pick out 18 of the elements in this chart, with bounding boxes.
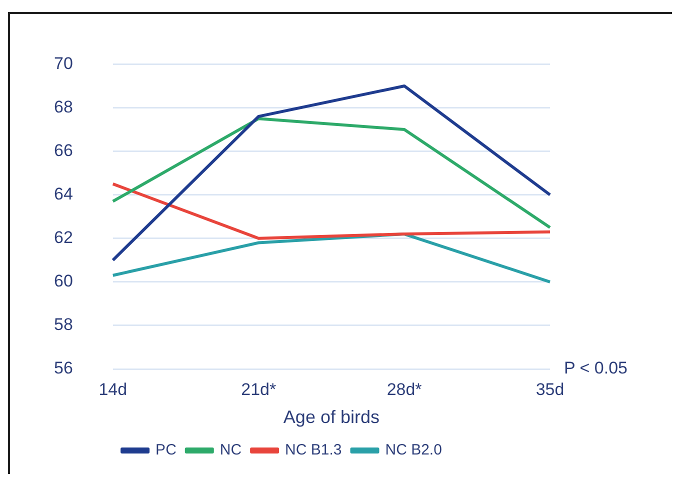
y-tick-label: 68 [54, 97, 73, 116]
legend-label: NC B2.0 [385, 442, 442, 459]
text: P < 0.05 [564, 358, 628, 378]
y-tick-label: 62 [54, 228, 73, 248]
y-tick-label: 60 [54, 272, 73, 291]
legend-label: PC [156, 442, 177, 459]
legend-label: NC [220, 442, 242, 459]
y-tick-label: 64 [54, 184, 73, 204]
x-axis-title: Age of birds [283, 407, 380, 428]
x-tick-label: 21d* [241, 380, 276, 399]
x-tick-label: 14d [98, 380, 128, 399]
y-tick-label: 58 [54, 315, 73, 334]
x-tick-label: 28d* [386, 380, 422, 399]
legend-label: NC B1.3 [285, 442, 342, 459]
y-tick-label: 56 [54, 358, 73, 378]
x-tick-label: 35d [536, 380, 564, 399]
y-tick-label: 66 [54, 140, 73, 160]
y-tick-label: 70 [54, 54, 73, 73]
